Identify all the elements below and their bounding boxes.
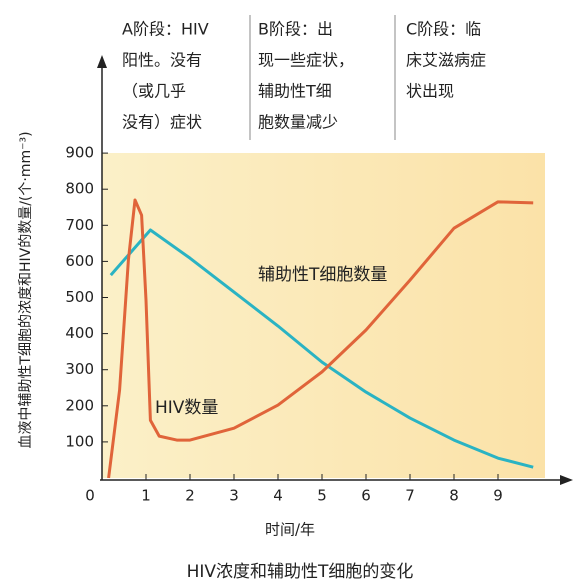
chart-title: HIV浓度和辅助性T细胞的变化	[187, 562, 414, 582]
stage-text: 床艾滋病症	[406, 51, 486, 70]
y-tick-label: 500	[65, 288, 94, 306]
x-tick-label: 6	[361, 487, 371, 505]
x-tick-label: 0	[85, 487, 95, 505]
x-tick-label: 3	[229, 487, 239, 505]
stage-text: 没有）症状	[122, 113, 202, 132]
plot-background	[102, 153, 545, 478]
stage-text: 辅助性T细	[258, 82, 332, 101]
stage-text: 现一些症状，	[258, 51, 354, 70]
series-line	[107, 198, 534, 479]
y-tick-label: 100	[65, 432, 94, 450]
x-tick-label: 8	[449, 487, 459, 505]
x-axis-label: 时间/年	[265, 521, 315, 539]
y-tick-label: 200	[65, 396, 94, 414]
y-tick-label: 800	[65, 180, 94, 198]
y-tick-label: 300	[65, 360, 94, 378]
stage-text: A阶段：HIV	[122, 20, 209, 39]
x-arrow	[560, 475, 573, 485]
stage-text: C阶段：临	[406, 20, 481, 39]
x-tick-label: 7	[405, 487, 415, 505]
series-line	[109, 228, 534, 469]
x-tick-label: 1	[141, 487, 151, 505]
y-tick-label: 400	[65, 324, 94, 342]
series-label: 辅助性T细胞数量	[258, 265, 387, 285]
stage-text: B阶段：出	[258, 20, 333, 39]
y-tick-label: 600	[65, 252, 94, 270]
stage-text: （或几乎	[122, 82, 186, 101]
x-tick-label: 4	[273, 487, 283, 505]
y-arrow	[97, 55, 107, 68]
y-tick-label: 900	[65, 144, 94, 162]
y-axis-label: 血液中辅助性T细胞的浓度和HIV的数量/(个·mm⁻³)	[18, 131, 34, 448]
stage-text: 阳性。没有	[122, 51, 202, 70]
stage-text: 状出现	[406, 82, 454, 101]
y-tick-label: 700	[65, 216, 94, 234]
x-tick-label: 5	[317, 487, 327, 505]
stage-text: 胞数量减少	[258, 113, 338, 132]
series-label: HIV数量	[155, 398, 218, 418]
x-tick-label: 9	[493, 487, 503, 505]
x-tick-label: 2	[185, 487, 195, 505]
